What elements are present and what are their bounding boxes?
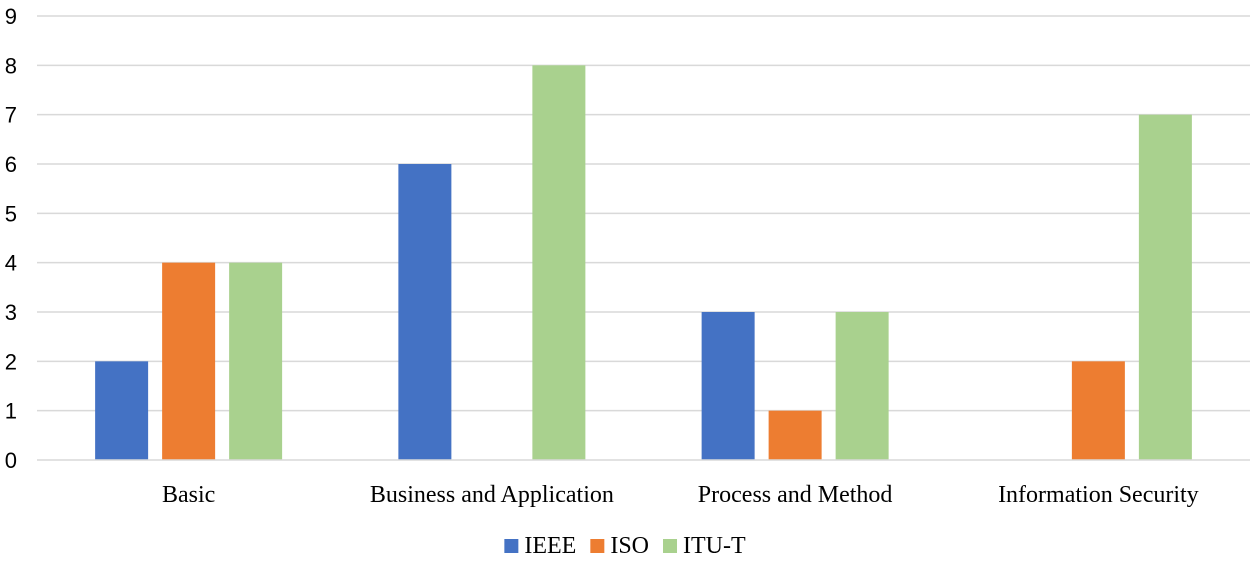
x-tick-label: Business and Application: [370, 482, 614, 508]
legend-swatch-iso: [590, 539, 605, 553]
legend-label-itu-t: ITU-T: [683, 533, 746, 559]
y-axis-ticks: 0 1 2 3 4 5 6 7 8 9: [5, 4, 17, 473]
bars: [95, 65, 1192, 461]
legend-label-iso: ISO: [610, 533, 649, 559]
x-axis-ticks: Basic Business and Application Process and…: [162, 482, 1199, 508]
bar-itu-t-0: [229, 262, 283, 460]
legend-swatch-ieee: [504, 539, 519, 553]
y-tick-label: 8: [5, 53, 17, 78]
bar-ieee-0: [95, 361, 149, 460]
legend: IEEE ISO ITU-T: [504, 533, 746, 559]
y-tick-label: 7: [5, 103, 17, 128]
bar-ieee-2: [701, 312, 755, 460]
bar-itu-t-3: [1138, 114, 1192, 461]
gridlines: [37, 15, 1250, 412]
y-tick-label: 6: [5, 152, 17, 177]
y-tick-label: 1: [5, 399, 17, 424]
y-tick-label: 4: [5, 251, 17, 276]
x-tick-label: Process and Method: [698, 482, 893, 508]
bar-iso-2: [768, 410, 822, 460]
y-tick-label: 9: [5, 4, 17, 29]
y-tick-label: 0: [5, 448, 17, 473]
legend-swatch-itu-t: [663, 539, 678, 553]
bar-ieee-1: [398, 164, 452, 460]
bar-itu-t-2: [835, 312, 889, 460]
y-tick-label: 2: [5, 349, 17, 374]
bar-iso-3: [1071, 361, 1125, 460]
y-tick-label: 5: [5, 201, 17, 226]
legend-label-ieee: IEEE: [524, 533, 576, 559]
bar-iso-0: [162, 262, 216, 460]
y-tick-label: 3: [5, 300, 17, 325]
bar-itu-t-1: [532, 65, 586, 460]
x-tick-label: Information Security: [998, 482, 1199, 508]
x-tick-label: Basic: [162, 482, 215, 508]
